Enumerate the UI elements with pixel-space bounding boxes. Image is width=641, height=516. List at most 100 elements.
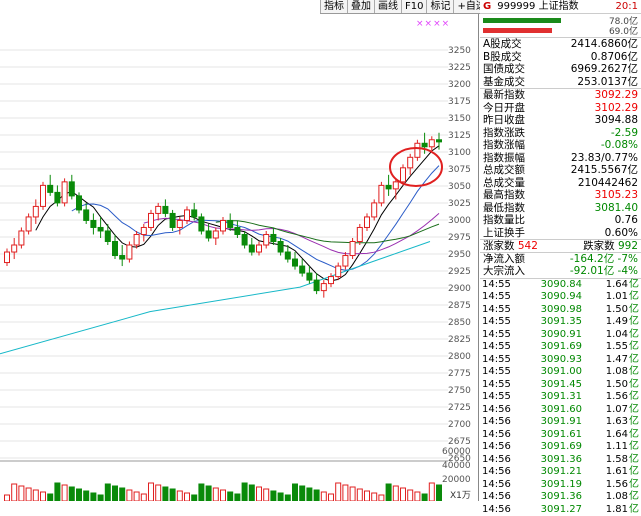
- candle-body: [242, 234, 247, 245]
- flow-value: -92.01亿: [570, 265, 614, 277]
- tick-price: 3091.19: [522, 479, 582, 492]
- candle-body: [33, 206, 38, 217]
- candle-body: [127, 245, 132, 259]
- candle-body: [12, 245, 17, 252]
- tick-volume: 1.50: [582, 379, 628, 392]
- tick-time: 14:56: [482, 479, 522, 492]
- volume-unit-label: X1万: [450, 488, 471, 501]
- tick-unit: 亿: [628, 504, 639, 516]
- stat-row: 最低指数 3081.40: [480, 202, 641, 215]
- candle-body: [213, 231, 218, 238]
- stat-value: -2.59: [611, 127, 638, 140]
- tick-volume: 1.64: [582, 429, 628, 442]
- volume-bar: [213, 488, 218, 501]
- price-tick-label: 2875: [448, 301, 471, 311]
- candle-body: [307, 273, 312, 280]
- candle-body: [221, 220, 226, 231]
- tick-price: 3091.45: [522, 379, 582, 392]
- tick-price: 3090.94: [522, 291, 582, 304]
- toolbar-button[interactable]: 指标: [320, 0, 347, 13]
- toolbar-button[interactable]: F10: [401, 0, 426, 13]
- volume-bar: [26, 488, 31, 501]
- volume-bar: [221, 490, 226, 501]
- stat-value: 3081.40: [595, 202, 638, 215]
- index-code: 999999 上证指数: [497, 1, 578, 12]
- tick-time: 14:55: [482, 354, 522, 367]
- tick-unit: 亿: [628, 429, 639, 442]
- candle-body: [278, 242, 283, 253]
- candle-body: [235, 227, 240, 234]
- candle-body: [170, 213, 175, 227]
- candle-body: [192, 210, 197, 217]
- tick-volume: 1.61: [582, 466, 628, 479]
- stat-label: 今日开盘: [483, 102, 525, 115]
- candle-body: [343, 256, 348, 267]
- volume-bar: [84, 491, 89, 501]
- tick-unit: 亿: [628, 404, 639, 417]
- tick-unit: 亿: [628, 491, 639, 504]
- stat-value: 2415.5567亿: [571, 164, 638, 177]
- flow-row: 大宗流入-92.01亿 -4%: [480, 265, 641, 278]
- tick-price: 3091.21: [522, 466, 582, 479]
- ma-line: [36, 146, 439, 281]
- candle-body: [62, 182, 67, 203]
- tick-time: 14:56: [482, 441, 522, 454]
- toolbar-button[interactable]: 画线: [374, 0, 401, 13]
- stat-label: 昨日收盘: [483, 114, 525, 127]
- turnover-value: 0.8706亿: [591, 51, 638, 64]
- candle-body: [98, 227, 103, 231]
- price-tick-label: 2700: [448, 420, 471, 430]
- candle-body: [55, 192, 60, 203]
- volume-bar: [379, 495, 384, 501]
- candle-body: [48, 185, 53, 192]
- volume-tick-label: 20000: [442, 475, 471, 485]
- toolbar-button[interactable]: 叠加: [347, 0, 374, 13]
- volume-bar: [12, 484, 17, 501]
- volume-bar: [91, 493, 96, 501]
- candle-body: [293, 259, 298, 266]
- price-tick-label: 2825: [448, 335, 471, 345]
- tick-volume: 1.07: [582, 404, 628, 417]
- tick-unit: 亿: [628, 291, 639, 304]
- volume-bar: [257, 487, 262, 501]
- stat-label: 最高指数: [483, 189, 525, 202]
- tick-price: 3091.69: [522, 341, 582, 354]
- volume-bar: [386, 484, 391, 501]
- tick-price: 3091.27: [522, 504, 582, 516]
- stat-label: 上证换手: [483, 227, 525, 240]
- stat-label: 最低指数: [483, 202, 525, 215]
- price-tick-label: 3125: [448, 131, 471, 141]
- candle-body: [314, 280, 319, 291]
- volume-bar: [278, 493, 283, 501]
- volume-bar: [343, 485, 348, 501]
- candle-body: [141, 227, 146, 234]
- volume-bar: [163, 487, 168, 501]
- price-tick-label: 3100: [448, 148, 471, 158]
- kline-chart[interactable]: [0, 14, 448, 501]
- price-tick-label: 3000: [448, 216, 471, 226]
- tick-volume: 1.56: [582, 391, 628, 404]
